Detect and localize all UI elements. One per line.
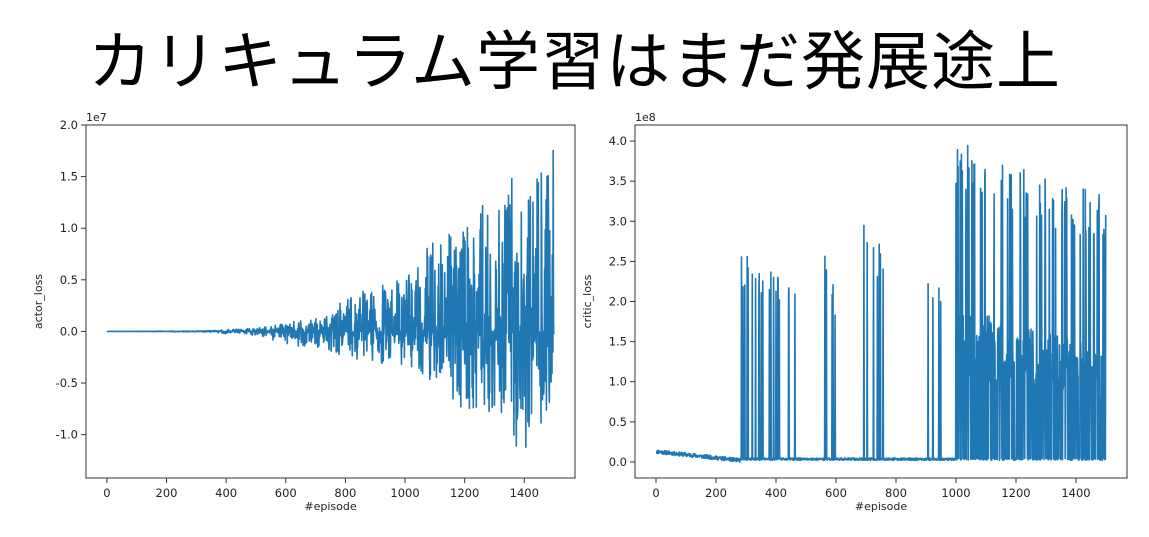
- y-tick-label: 1.0: [609, 375, 627, 389]
- x-tick-label: 200: [156, 486, 178, 500]
- y-tick-label: 1.0: [60, 221, 78, 235]
- y-offset-label: 1e8: [635, 111, 656, 124]
- y-tick-label: 0.0: [609, 455, 627, 469]
- y-tick-label: -0.5: [56, 376, 78, 390]
- plot-frame: [85, 124, 576, 479]
- y-tick-label: 2.0: [609, 295, 627, 309]
- x-tick-label: 0: [652, 486, 659, 500]
- x-axis-label: #episode: [304, 500, 356, 513]
- y-tick-label: 2.0: [60, 118, 78, 132]
- y-tick-label: 1.5: [609, 335, 627, 349]
- x-tick-label: 600: [275, 486, 297, 500]
- x-tick-label: 600: [825, 486, 847, 500]
- y-axis-label: critic_loss: [581, 274, 594, 328]
- x-tick-label: 1000: [941, 486, 970, 500]
- y-tick-label: 4.0: [609, 134, 627, 148]
- y-tick-label: 3.5: [609, 174, 627, 188]
- x-tick-label: 0: [103, 486, 110, 500]
- y-tick-label: 0.5: [60, 273, 78, 287]
- critic-loss-series-line: [655, 144, 1107, 463]
- x-tick-label: 200: [705, 486, 727, 500]
- slide-title: カリキュラム学習はまだ発展途上: [87, 26, 1062, 100]
- y-offset-label: 1e7: [86, 111, 107, 124]
- x-tick-label: 400: [765, 486, 787, 500]
- x-tick-label: 1200: [450, 486, 479, 500]
- x-tick-label: 800: [885, 486, 907, 500]
- y-tick-label: 2.5: [609, 254, 627, 268]
- x-tick-label: 400: [215, 486, 237, 500]
- x-axis-label: #episode: [855, 500, 907, 513]
- y-tick-label: 0.5: [609, 415, 627, 429]
- x-tick-label: 1000: [390, 486, 419, 500]
- x-tick-label: 1200: [1001, 486, 1030, 500]
- y-tick-label: 3.0: [609, 214, 627, 228]
- y-tick-label: -1.0: [56, 428, 78, 442]
- x-tick-label: 1400: [510, 486, 539, 500]
- y-axis-label: actor_loss: [32, 274, 45, 329]
- y-tick-label: 0.0: [60, 324, 78, 338]
- y-tick-label: 1.5: [60, 170, 78, 184]
- actor-loss-series-line: [106, 149, 555, 448]
- x-tick-label: 1400: [1061, 486, 1090, 500]
- x-tick-label: 800: [334, 486, 356, 500]
